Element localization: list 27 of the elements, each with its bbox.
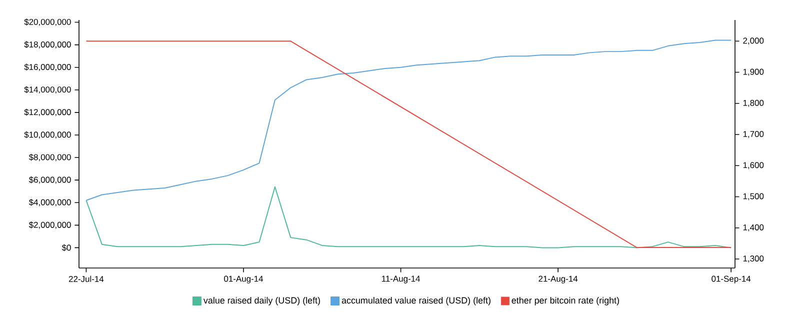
x-tick-label: 11-Aug-14 (382, 276, 420, 284)
y-tick-label: $18,000,000 (24, 41, 71, 48)
x-tick-label: 01-Sep-14 (712, 276, 751, 284)
legend-label: ether per bitcoin rate (right) (512, 296, 619, 306)
y-tick-label: $14,000,000 (24, 86, 71, 94)
y2-tick-label: 1,800 (743, 100, 764, 107)
legend-label: accumulated value raised (USD) (left) (342, 296, 490, 306)
x-tick-label: 22-Jul-14 (68, 276, 104, 282)
y2-tick-label: 1,900 (743, 68, 764, 76)
x-tick-label: 21-Aug-14 (538, 276, 578, 284)
y-tick-label: $4,000,000 (28, 198, 71, 206)
x-tick-label: 01-Aug-14 (224, 276, 264, 284)
y-tick-label: $0 (62, 244, 71, 252)
y2-tick-label: 1,400 (743, 224, 764, 232)
y2-tick-label: 1,700 (743, 131, 764, 138)
y-tick-label: $10,000,000 (24, 131, 71, 139)
y2-tick-label: 1,500 (743, 193, 764, 200)
y-tick-label: $12,000,000 (24, 108, 71, 116)
y-tick-label: $16,000,000 (24, 64, 71, 72)
y2-tick-label: 1,300 (743, 255, 764, 262)
y-tick-label: $6,000,000 (28, 176, 71, 184)
y-tick-label: $2,000,000 (28, 221, 71, 229)
y2-tick-label: 1,600 (743, 162, 764, 170)
y-tick-label: $8,000,000 (28, 154, 71, 162)
legend-label: value raised daily (USD) (left) (203, 296, 320, 306)
y2-tick-label: 2,000 (743, 38, 764, 45)
y-tick-label: $20,000,000 (24, 18, 71, 26)
